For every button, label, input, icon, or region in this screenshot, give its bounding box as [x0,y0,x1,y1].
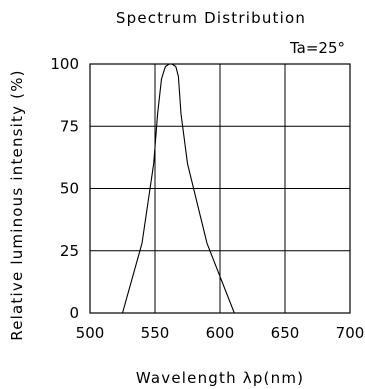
x-tick-label-700: 700 [336,324,365,342]
chart-title: Spectrum Distribution [116,9,306,27]
x-tick-label-500: 500 [76,324,105,342]
x-tick-label-600: 600 [206,324,235,342]
x-tick-label-650: 650 [271,324,300,342]
spectrum-curve-0 [121,63,235,314]
y-tick-label-50: 50 [60,180,79,198]
y-tick-label-0: 0 [69,304,79,322]
temperature-annotation: Ta=25° [289,39,345,57]
x-axis-label: Wavelength λp(nm) [136,369,304,387]
series-group [121,63,235,314]
x-tick-label-550: 550 [141,324,170,342]
tick-labels: 500 550 600 650 700 0 25 50 75 100 [50,55,364,342]
plot-area-frame [89,63,351,314]
y-tick-label-25: 25 [60,242,79,260]
y-tick-label-100: 100 [50,55,79,73]
y-axis-label: Relative luminous intensity (%) [8,69,26,340]
y-tick-label-75: 75 [60,117,79,135]
